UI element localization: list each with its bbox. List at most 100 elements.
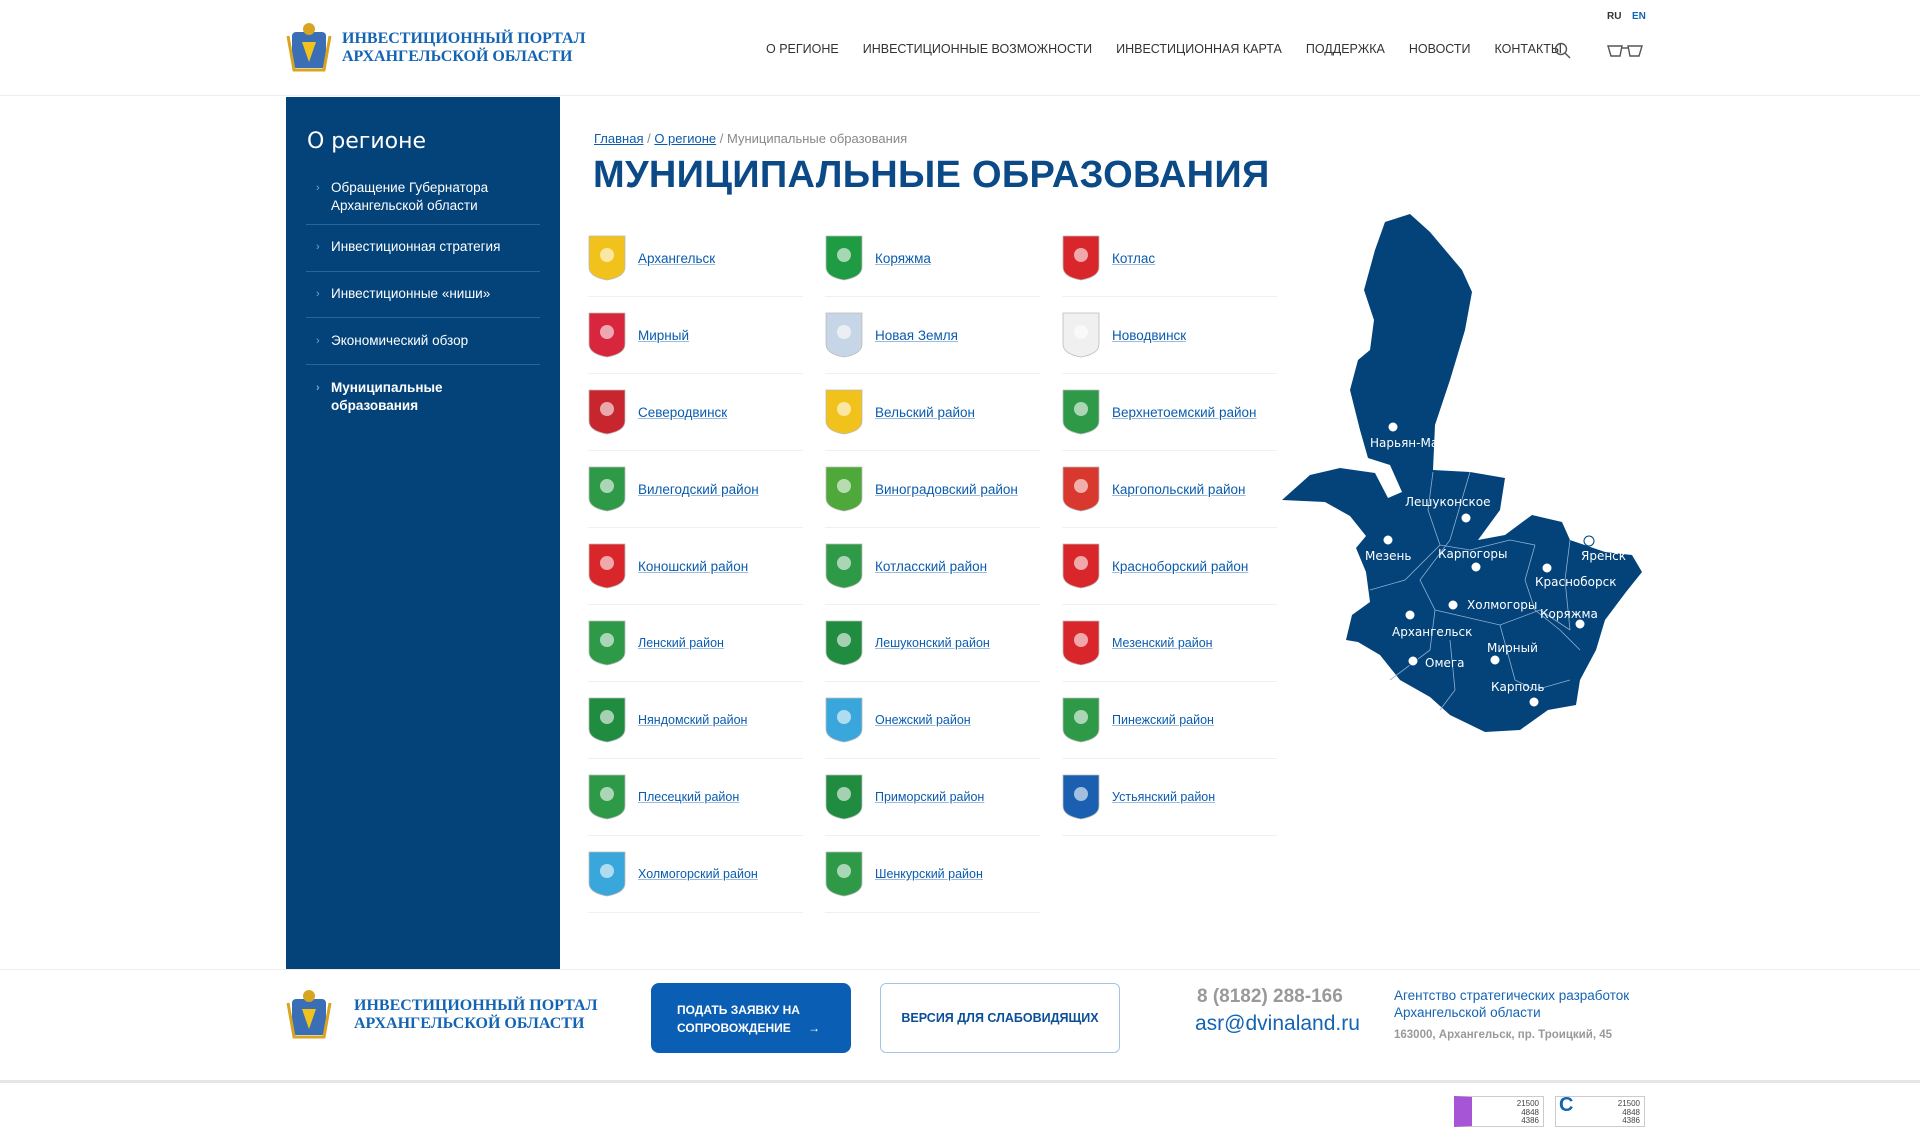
municipality-item[interactable]: Новодвинск	[1062, 297, 1277, 374]
municipality-link[interactable]: Вилегодский район	[638, 481, 759, 497]
nav-investment-opportunities[interactable]: ИНВЕСТИЦИОННЫЕ ВОЗМОЖНОСТИ	[862, 42, 1093, 56]
municipality-item[interactable]: Холмогорский район	[588, 836, 803, 913]
municipality-link[interactable]: Онежский район	[875, 713, 971, 727]
municipality-item[interactable]: Мирный	[588, 297, 803, 374]
accessible-version-button[interactable]: ВЕРСИЯ ДЛЯ СЛАБОВИДЯЩИХ	[880, 983, 1120, 1053]
nav-news[interactable]: НОВОСТИ	[1408, 42, 1471, 56]
municipality-item[interactable]: Котласский район	[825, 528, 1040, 605]
municipality-item[interactable]: Вилегодский район	[588, 451, 803, 528]
footer-logo[interactable]: ИНВЕСТИЦИОННЫЙ ПОРТАЛ АРХАНГЕЛЬСКОЙ ОБЛАС…	[286, 989, 598, 1041]
footer-email[interactable]: asr@dvinaland.ru	[1195, 1012, 1360, 1035]
municipality-item[interactable]: Коношский район	[588, 528, 803, 605]
sidebar-item-municipalities[interactable]: Муниципальные образования	[306, 379, 456, 415]
municipality-item[interactable]: Лешуконский район	[825, 605, 1040, 682]
site-footer: ИНВЕСТИЦИОННЫЙ ПОРТАЛ АРХАНГЕЛЬСКОЙ ОБЛАС…	[0, 969, 1920, 1083]
municipal-coat-of-arms-icon	[825, 620, 863, 666]
municipality-item[interactable]: Вельский район	[825, 374, 1040, 451]
city-dot	[1387, 421, 1399, 433]
breadcrumb-parent[interactable]: О регионе	[654, 131, 717, 146]
municipality-link[interactable]: Няндомский район	[638, 713, 748, 727]
sidebar-item-investment-niches[interactable]: Инвестиционные «ниши»	[306, 285, 540, 318]
municipality-link[interactable]: Котлас	[1112, 250, 1156, 266]
municipality-item[interactable]: Мезенский район	[1062, 605, 1277, 682]
map-city[interactable]: Мирный	[1487, 641, 1538, 666]
counter-value: 4848	[1622, 1107, 1640, 1117]
map-city[interactable]: Омега	[1407, 655, 1465, 670]
apply-support-button[interactable]: ПОДАТЬ ЗАЯВКУ НА СОПРОВОЖДЕНИЕ →	[651, 983, 851, 1053]
map-city[interactable]: Нарьян-Мар	[1370, 421, 1446, 450]
municipality-link[interactable]: Котласский район	[875, 558, 988, 574]
municipality-link[interactable]: Мезенский район	[1112, 636, 1213, 650]
sidebar-item-governor-address[interactable]: Обращение Губернатора Архангельской обла…	[306, 179, 540, 225]
municipality-item[interactable]: Верхнетоемский район	[1062, 374, 1277, 451]
nav-about-region[interactable]: О РЕГИОНЕ	[766, 42, 839, 56]
map-city[interactable]: Холмогоры	[1447, 598, 1537, 612]
municipality-link[interactable]: Шенкурский район	[875, 867, 983, 881]
map-city[interactable]: Коряжма	[1540, 607, 1598, 630]
municipality-item[interactable]: Каргопольский район	[1062, 451, 1277, 528]
municipality-link[interactable]: Приморский район	[875, 790, 985, 804]
municipality-link[interactable]: Красноборский район	[1112, 558, 1249, 574]
map-city[interactable]: Карпогоры	[1438, 547, 1507, 573]
municipality-item[interactable]: Пинежский район	[1062, 682, 1277, 759]
municipality-item[interactable]: Архангельск	[588, 220, 803, 297]
map-city[interactable]: Яренск	[1581, 535, 1626, 563]
municipality-link[interactable]: Пинежский район	[1112, 713, 1214, 727]
municipality-link[interactable]: Вельский район	[875, 404, 975, 420]
municipality-item[interactable]: Приморский район	[825, 759, 1040, 836]
nav-investment-map[interactable]: ИНВЕСТИЦИОННАЯ КАРТА	[1116, 42, 1282, 56]
municipality-item[interactable]: Шенкурский район	[825, 836, 1040, 913]
map-city[interactable]: Мезень	[1365, 534, 1411, 563]
map-city[interactable]: Красноборск	[1535, 562, 1616, 589]
municipality-link[interactable]: Лешуконский район	[875, 636, 990, 650]
sidebar-item-economic-review[interactable]: Экономический обзор	[306, 332, 540, 365]
municipality-link[interactable]: Устьянский район	[1112, 790, 1216, 804]
municipality-link[interactable]: Плесецкий район	[638, 790, 740, 804]
municipality-item[interactable]: Виноградовский район	[825, 451, 1040, 528]
map-city[interactable]: Архангельск	[1392, 609, 1472, 639]
coat-of-arms-icon	[286, 990, 332, 1039]
municipality-item[interactable]: Ленский район	[588, 605, 803, 682]
lang-ru[interactable]: RU	[1607, 11, 1622, 22]
municipality-item[interactable]: Северодвинск	[588, 374, 803, 451]
municipality-item[interactable]: Няндомский район	[588, 682, 803, 759]
search-icon[interactable]	[1554, 42, 1572, 60]
municipality-link[interactable]: Архангельск	[638, 250, 716, 266]
municipality-link[interactable]: Каргопольский район	[1112, 481, 1246, 497]
municipality-link[interactable]: Новодвинск	[1112, 327, 1187, 343]
sidebar-item-investment-strategy[interactable]: Инвестиционная стратегия	[306, 238, 540, 272]
map-city[interactable]: Лешуконское	[1405, 495, 1491, 524]
municipality-link[interactable]: Коряжма	[875, 250, 931, 266]
municipality-link[interactable]: Коношский район	[638, 558, 749, 574]
municipality-link[interactable]: Новая Земля	[875, 327, 958, 343]
municipality-link[interactable]: Ленский район	[638, 636, 724, 650]
counter-liveinternet[interactable]: 21500 4848 4386	[1454, 1096, 1544, 1127]
footer-phone[interactable]: 8 (8182) 288-166	[1197, 986, 1343, 1007]
municipality-item[interactable]: Устьянский район	[1062, 759, 1277, 836]
municipality-item[interactable]: Плесецкий район	[588, 759, 803, 836]
municipality-item[interactable]: Коряжма	[825, 220, 1040, 297]
municipality-link[interactable]: Мирный	[638, 327, 689, 343]
coat-of-arms-icon	[286, 23, 332, 72]
municipality-link[interactable]: Холмогорский район	[638, 867, 758, 881]
municipality-item[interactable]: Новая Земля	[825, 297, 1040, 374]
breadcrumb-home[interactable]: Главная	[594, 131, 644, 146]
lang-en[interactable]: EN	[1632, 11, 1646, 22]
map-city[interactable]: Карполь	[1491, 680, 1544, 708]
municipality-item[interactable]: Онежский район	[825, 682, 1040, 759]
site-header: ИНВЕСТИЦИОННЫЙ ПОРТАЛ АРХАНГЕЛЬСКОЙ ОБЛАС…	[0, 0, 1920, 96]
nav-support[interactable]: ПОДДЕРЖКА	[1305, 42, 1385, 56]
region-map[interactable]: Нарьян-Мар Лешуконское Мезень Карпогоры Ярен…	[1270, 210, 1660, 880]
sidebar-item-label: Инвестиционные «ниши»	[331, 286, 491, 301]
sidebar-title: О регионе	[307, 129, 427, 154]
municipality-link[interactable]: Виноградовский район	[875, 481, 1018, 497]
nav-contacts[interactable]: КОНТАКТЫ	[1494, 42, 1562, 56]
counter-yandex[interactable]: C 21500 4848 4386	[1555, 1096, 1645, 1127]
site-logo[interactable]: ИНВЕСТИЦИОННЫЙ ПОРТАЛ АРХАНГЕЛЬСКОЙ ОБЛАС…	[286, 22, 586, 74]
municipality-item[interactable]: Красноборский район	[1062, 528, 1277, 605]
arrow-right-icon: →	[808, 1021, 821, 1035]
municipality-item[interactable]: Котлас	[1062, 220, 1277, 297]
municipality-link[interactable]: Северодвинск	[638, 404, 728, 420]
glasses-icon[interactable]	[1606, 43, 1644, 59]
municipality-link[interactable]: Верхнетоемский район	[1112, 404, 1257, 420]
